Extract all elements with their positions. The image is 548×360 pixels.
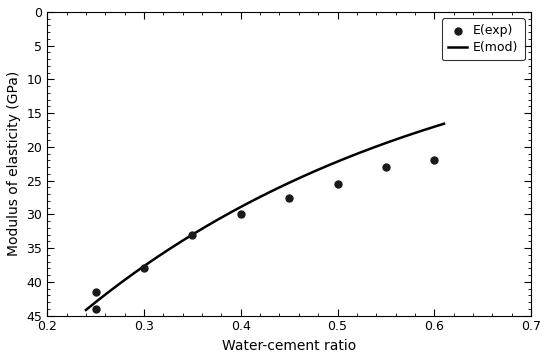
E(exp) [140,266,149,271]
Y-axis label: Modulus of elasticity (GPa): Modulus of elasticity (GPa) [7,71,21,256]
Legend: E(exp), E(mod): E(exp), E(mod) [442,18,525,60]
E(exp) [91,289,100,295]
X-axis label: Water-cement ratio: Water-cement ratio [222,339,356,353]
E(mod) [407,132,414,137]
E(exp) [430,158,439,163]
E(mod) [384,140,391,144]
E(exp) [91,306,100,312]
E(exp) [236,212,245,217]
E(exp) [188,232,197,238]
Line: E(mod): E(mod) [86,124,444,310]
E(exp) [285,195,294,201]
E(mod) [295,176,301,181]
E(mod) [296,176,302,180]
E(mod) [302,173,309,177]
E(mod) [83,308,89,312]
E(mod) [84,307,90,311]
E(exp) [381,164,390,170]
E(mod) [441,122,447,126]
E(exp) [333,181,342,187]
